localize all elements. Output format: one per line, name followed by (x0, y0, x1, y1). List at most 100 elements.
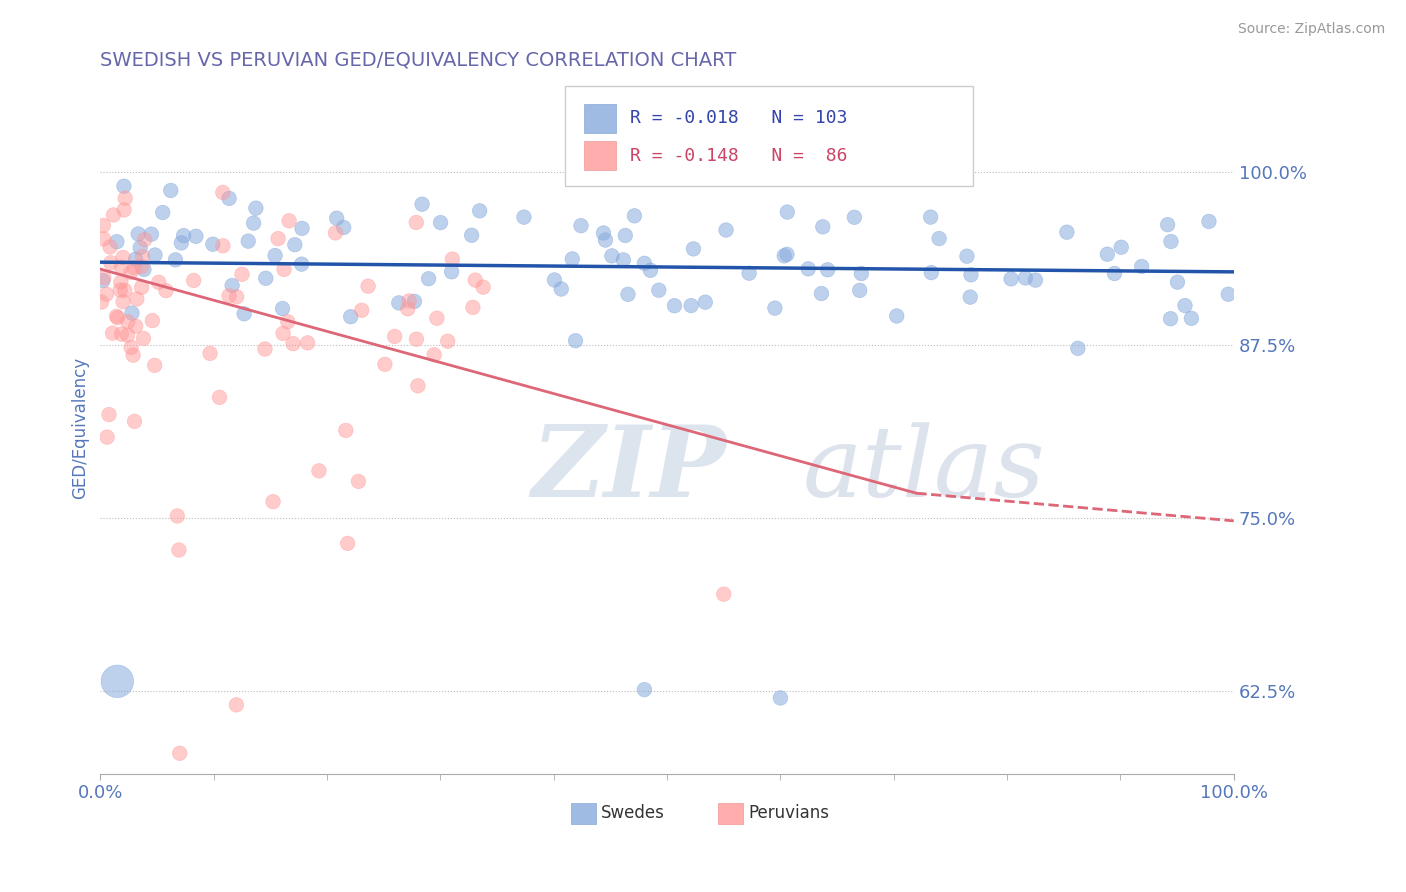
Bar (585, 141, 616, 170)
Point (633, 256, 655, 270)
Point (614, 228, 637, 243)
Point (405, 332, 427, 346)
Point (623, 209, 645, 223)
Point (124, 252, 146, 267)
Point (339, 310, 361, 324)
Point (110, 260, 132, 275)
Point (797, 261, 820, 276)
Point (336, 536, 359, 550)
Point (404, 294, 426, 309)
Point (1198, 214, 1220, 228)
Point (166, 508, 188, 523)
Point (388, 296, 411, 310)
Point (201, 237, 224, 252)
Point (273, 262, 295, 277)
Point (396, 301, 419, 316)
Point (374, 357, 396, 371)
Bar (585, 103, 616, 133)
Point (143, 248, 166, 262)
FancyBboxPatch shape (565, 86, 973, 186)
Point (332, 220, 354, 235)
Point (464, 273, 486, 287)
Point (124, 414, 146, 428)
Point (112, 294, 135, 309)
Point (633, 682, 655, 697)
Point (262, 494, 284, 508)
Point (100, 256, 122, 270)
Point (93, 270, 115, 285)
Point (183, 273, 205, 287)
Point (956, 249, 979, 263)
Point (681, 299, 703, 313)
Point (848, 284, 870, 298)
Point (221, 278, 243, 293)
Point (132, 331, 155, 345)
Point (277, 315, 299, 329)
Point (225, 290, 247, 304)
Point (468, 203, 491, 218)
Point (96, 287, 118, 301)
Point (472, 280, 495, 294)
Point (114, 191, 136, 205)
Point (1097, 247, 1119, 261)
Point (960, 268, 983, 282)
Point (281, 336, 304, 351)
Point (325, 211, 347, 226)
Point (267, 231, 290, 245)
Point (886, 309, 908, 323)
Point (238, 234, 260, 248)
Point (105, 235, 128, 249)
Point (121, 306, 143, 320)
Point (1174, 299, 1197, 313)
Point (640, 263, 662, 277)
Text: Source: ZipAtlas.com: Source: ZipAtlas.com (1237, 22, 1385, 37)
Point (264, 248, 287, 262)
Point (773, 249, 796, 263)
Point (284, 237, 307, 252)
Point (429, 216, 451, 230)
Point (125, 292, 148, 306)
Point (297, 335, 319, 350)
Point (335, 424, 357, 438)
Point (920, 266, 942, 280)
Point (776, 205, 799, 219)
Point (682, 242, 704, 256)
Point (107, 310, 129, 325)
Point (441, 252, 464, 266)
Point (110, 283, 132, 297)
Point (561, 252, 583, 266)
Point (1109, 240, 1132, 254)
Point (411, 197, 433, 211)
Point (291, 257, 314, 271)
Text: Swedes: Swedes (602, 805, 665, 822)
Point (928, 231, 950, 245)
Point (131, 249, 153, 263)
Point (212, 239, 235, 253)
Point (111, 251, 134, 265)
Point (103, 208, 125, 222)
Point (763, 301, 786, 315)
Point (91, 219, 114, 233)
Point (165, 252, 187, 267)
Bar (718, 803, 742, 824)
Point (920, 210, 942, 224)
Point (120, 340, 142, 354)
Point (271, 326, 294, 341)
Point (90, 295, 112, 310)
Point (398, 293, 420, 308)
Point (124, 260, 146, 275)
Point (218, 191, 240, 205)
Point (122, 348, 145, 362)
Point (233, 307, 256, 321)
Point (1160, 235, 1182, 249)
Point (776, 247, 799, 261)
Point (91, 274, 114, 288)
Point (440, 265, 463, 279)
Point (350, 303, 373, 318)
Point (93, 232, 115, 246)
Point (131, 260, 153, 274)
Text: atlas: atlas (803, 422, 1046, 517)
Point (254, 271, 277, 285)
Point (218, 289, 240, 303)
Point (114, 284, 136, 298)
